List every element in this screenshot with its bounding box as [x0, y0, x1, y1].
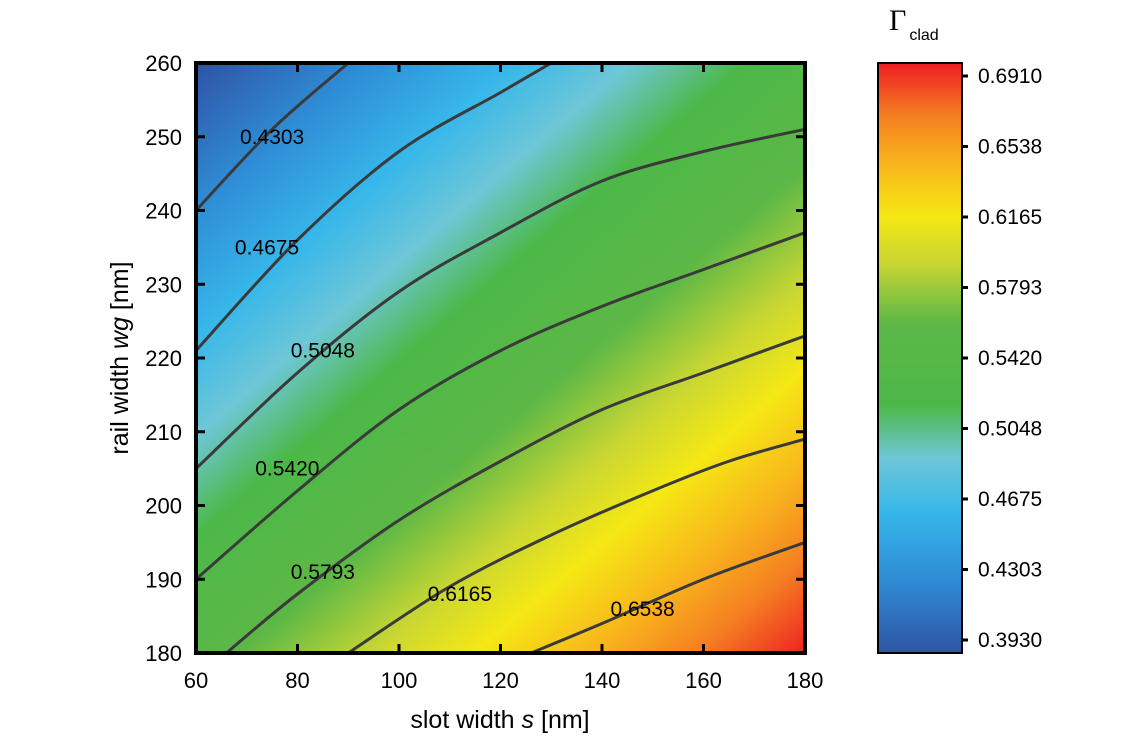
contour-label: 0.5793 [291, 561, 355, 584]
x-axis-label: slot width s [nm] [410, 706, 589, 734]
y-tick-label: 220 [145, 346, 182, 371]
y-axis: 180 190 200 210 220 230 240 250 260 [145, 51, 805, 666]
colorbar-tick-label: 0.6165 [978, 206, 1042, 229]
colorbar-ticks: 0.3930 0.4303 0.4675 0.5048 0.5420 0.5793 0.61… [962, 65, 1042, 652]
y-tick-label: 190 [145, 567, 182, 592]
x-tick-label: 60 [184, 668, 208, 693]
colorbar-tick-label: 0.5420 [978, 347, 1042, 370]
y-tick-label: 240 [145, 199, 182, 224]
contour-label: 0.4675 [235, 236, 299, 259]
plot-area-fill [196, 63, 805, 653]
contour-line [225, 334, 805, 653]
y-axis-label: rail width wg [nm] [106, 261, 134, 454]
y-tick-label: 250 [145, 125, 182, 150]
y-tick-label: 180 [145, 641, 182, 666]
colorbar-tick-label: 0.3930 [978, 629, 1042, 652]
x-axis: 60 80 100 120 140 160 180 [184, 63, 824, 693]
contour-label: 0.6165 [428, 583, 492, 606]
colorbar-tick-label: 0.6910 [978, 65, 1042, 88]
contour-label: 0.5420 [255, 458, 319, 481]
y-tick-label: 230 [145, 272, 182, 297]
colorbar-tick-label: 0.6538 [978, 136, 1042, 159]
contour-line [347, 437, 805, 653]
contour-line [530, 540, 805, 653]
colorbar-tick-label: 0.4675 [978, 488, 1042, 511]
contour-label: 0.4303 [240, 126, 304, 149]
contour-line [196, 231, 805, 581]
contour-labels: 0.4303 0.4675 0.5048 0.5420 0.5793 0.6165 0.65… [235, 126, 675, 621]
colorbar-tick-label: 0.5048 [978, 418, 1042, 441]
x-tick-label: 180 [787, 668, 824, 693]
colorbar-tick-label: 0.5793 [978, 277, 1042, 300]
x-tick-label: 140 [584, 668, 621, 693]
y-tick-label: 200 [145, 494, 182, 519]
contour-lines [196, 63, 805, 653]
y-tick-label: 210 [145, 420, 182, 445]
y-tick-label: 260 [145, 51, 182, 76]
colorbar-fill [878, 63, 962, 653]
x-tick-label: 100 [381, 668, 418, 693]
contour-line [196, 63, 553, 352]
contour-line [196, 127, 805, 470]
x-tick-label: 80 [285, 668, 309, 693]
x-tick-label: 120 [482, 668, 519, 693]
contour-line [196, 63, 350, 212]
colorbar-tick-label: 0.4303 [978, 559, 1042, 582]
x-tick-label: 160 [685, 668, 722, 693]
contour-label: 0.6538 [610, 598, 674, 621]
contour-label: 0.5048 [291, 340, 355, 363]
